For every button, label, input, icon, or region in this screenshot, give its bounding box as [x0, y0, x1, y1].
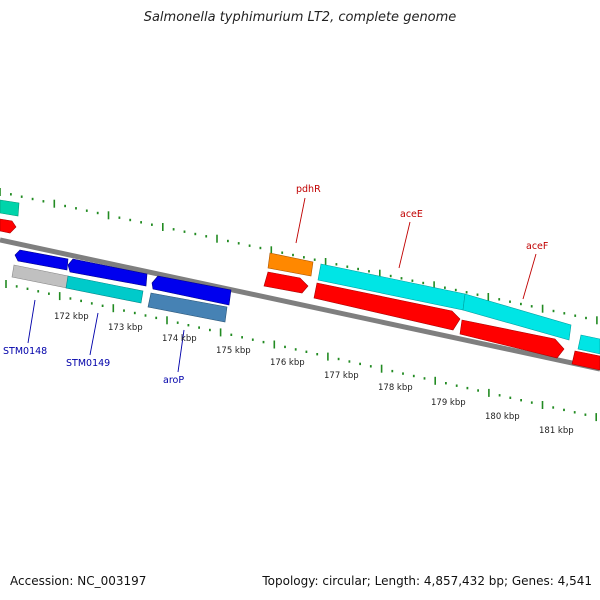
- label-leaders: [27, 197, 537, 373]
- gene-blue-3[interactable]: [151, 275, 232, 306]
- gene-red-3[interactable]: [459, 319, 565, 359]
- gene-blue-1[interactable]: [14, 249, 69, 271]
- gene-blue-2[interactable]: [67, 258, 148, 287]
- scale-label-181: 181 kbp: [539, 426, 574, 436]
- label-stm0149[interactable]: STM0149: [66, 358, 110, 369]
- inner-tick-ring: [5, 280, 598, 422]
- scale-labels: 172 kbp 173 kbp 174 kbp 175 kbp 176 kbp …: [54, 312, 574, 436]
- gene-partial-red-left[interactable]: [0, 218, 17, 234]
- map-title: Salmonella typhimurium LT2, complete gen…: [143, 10, 457, 25]
- gene-labels: pdhR aceE aceF STM0148 STM0149 aroP: [3, 184, 548, 386]
- accession-text: Accession: NC_003197: [10, 574, 147, 588]
- gene-partial-red-right[interactable]: [571, 350, 600, 371]
- scale-label-172: 172 kbp: [54, 312, 89, 322]
- scale-label-178: 178 kbp: [378, 383, 413, 393]
- scale-label-173: 173 kbp: [108, 323, 143, 333]
- scale-label-174: 174 kbp: [162, 334, 197, 344]
- label-arop[interactable]: aroP: [163, 375, 184, 386]
- gene-cyan-acef[interactable]: [462, 293, 572, 341]
- outer-tick-ring: [0, 188, 598, 325]
- scale-label-176: 176 kbp: [270, 358, 305, 368]
- scale-label-179: 179 kbp: [431, 398, 466, 408]
- gene-features: [0, 199, 600, 371]
- scale-label-175: 175 kbp: [216, 346, 251, 356]
- genome-backbone: [0, 237, 600, 372]
- label-pdhr[interactable]: pdhR: [296, 184, 321, 195]
- gene-partial-cyan-right[interactable]: [577, 334, 600, 355]
- label-acef[interactable]: aceF: [526, 241, 548, 252]
- scale-label-177: 177 kbp: [324, 371, 359, 381]
- topology-text: Topology: circular; Length: 4,857,432 bp…: [262, 574, 592, 588]
- label-stm0148[interactable]: STM0148: [3, 346, 47, 357]
- scale-label-180: 180 kbp: [485, 412, 520, 422]
- gene-orange-pdhr[interactable]: [267, 252, 314, 277]
- gene-steel-arop[interactable]: [147, 292, 228, 323]
- gene-red-1[interactable]: [263, 271, 309, 294]
- gene-red-2[interactable]: [313, 282, 461, 331]
- gene-partial-teal[interactable]: [0, 199, 20, 217]
- gene-cyan-stm0149[interactable]: [65, 275, 144, 304]
- label-acee[interactable]: aceE: [400, 209, 423, 220]
